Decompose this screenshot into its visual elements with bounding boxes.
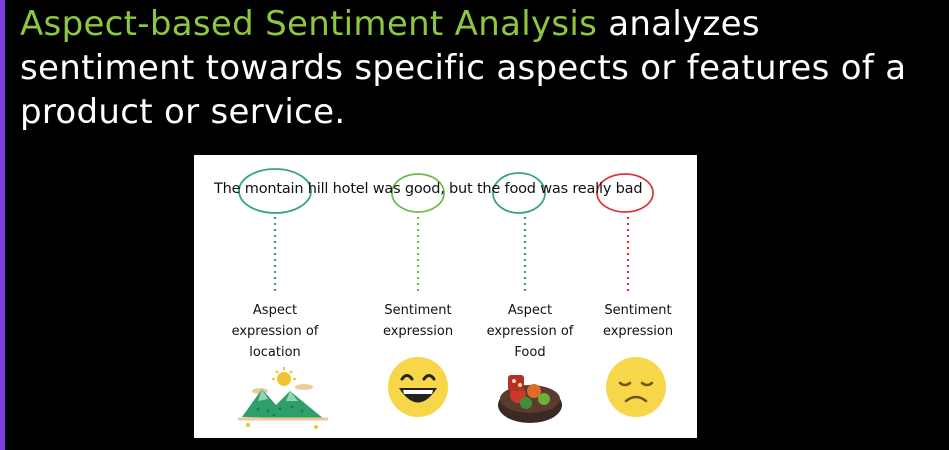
label-line: Aspect [252,303,298,318]
aspect-location-circle [238,168,312,214]
sentiment-positive-circle [391,173,445,213]
sentence-part-4: was really [535,181,616,197]
sentence-part-3: , but the [440,181,505,197]
sentiment-negative-circle [596,173,654,213]
headline: Aspect-based Sentiment Analysis analyzes… [20,2,930,134]
label-line: Sentiment [384,303,452,318]
sentence-sentiment-positive: good [404,181,441,197]
left-accent-bar [0,0,5,450]
sentence-aspect-food: food [504,181,536,197]
label-line: Aspect [507,303,553,318]
label-line: location [249,345,301,360]
label-line: Food [514,345,546,360]
laughing-face-icon [388,357,448,417]
sentence-aspect-location: montain [244,181,304,197]
sentence-part-1: The [214,181,245,197]
sentence-part-2: hill hotel was [303,181,405,197]
headline-accent: Aspect-based Sentiment Analysis [20,4,598,44]
example-sentence: The montain hill hotel was good, but the… [214,181,684,197]
label-sentiment-negative: Sentiment expression [583,300,693,342]
diagram-lines [238,168,654,293]
label-aspect-food: Aspect expression of Food [475,300,585,363]
label-line: expression of [486,324,574,339]
label-aspect-location: Aspect expression of location [220,300,330,363]
headline-rest: analyzes sentiment towards specific aspe… [20,4,907,132]
diagram-card: The montain hill hotel was good, but the… [194,155,697,438]
label-line: expression of [231,324,319,339]
aspect-food-circle [492,172,546,214]
sentence-sentiment-negative: bad [615,181,643,197]
label-line: expression [602,324,674,339]
label-line: Sentiment [604,303,672,318]
food-bowl-icon [498,375,562,423]
label-sentiment-positive: Sentiment expression [363,300,473,342]
label-line: expression [382,324,454,339]
mountain-sun-icon [238,367,328,429]
sad-face-icon [606,357,666,417]
